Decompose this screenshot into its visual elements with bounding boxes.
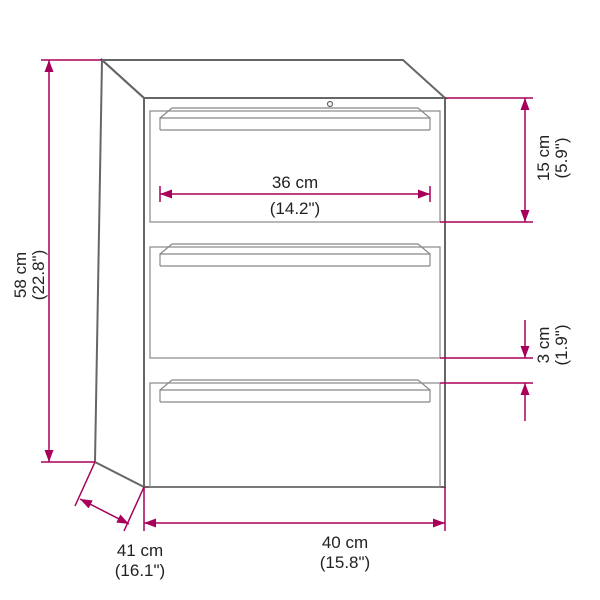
dim-height: 58 cm (22.8"): [11, 60, 102, 462]
drawer-2: [150, 244, 440, 358]
dimension-diagram: 58 cm (22.8") 36 cm (14.2") 15 cm (5.9")…: [0, 0, 600, 600]
dim-depth-cm: 41 cm: [117, 541, 163, 560]
dim-drawer-height: 15 cm (5.9"): [440, 98, 571, 222]
dim-drawer-width: 36 cm (14.2"): [160, 173, 430, 218]
dim-drawer-width-in: (14.2"): [270, 199, 320, 218]
dim-drawer-height-in: (5.9"): [552, 138, 571, 179]
dim-depth-in: (16.1"): [115, 561, 165, 580]
dim-drawer-width-cm: 36 cm: [272, 173, 318, 192]
dim-height-cm: 58 cm: [11, 252, 30, 298]
dim-width-in: (15.8"): [320, 553, 370, 572]
dim-drawer-height-cm: 15 cm: [534, 135, 553, 181]
dim-depth: 41 cm (16.1"): [75, 462, 165, 580]
cabinet-outline: [95, 60, 445, 487]
dim-height-in: (22.8"): [29, 250, 48, 300]
drawer-3: [150, 380, 440, 487]
dim-gap-in: (1.9"): [552, 325, 571, 366]
dim-width-cm: 40 cm: [322, 533, 368, 552]
dim-width: 40 cm (15.8"): [144, 487, 445, 572]
dim-gap-cm: 3 cm: [534, 327, 553, 364]
dim-gap: 3 cm (1.9"): [440, 320, 571, 421]
